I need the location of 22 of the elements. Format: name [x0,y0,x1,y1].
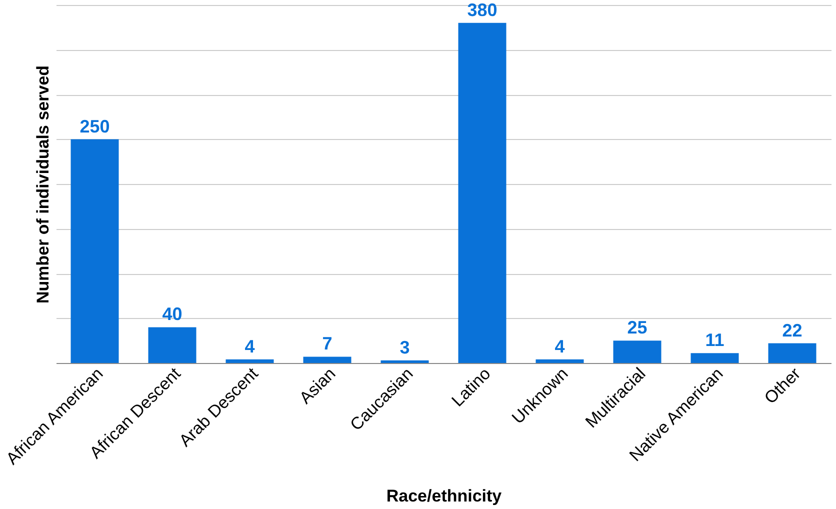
data-label: 40 [162,304,182,324]
x-axis-title: Race/ethnicity [386,486,502,506]
bar [226,359,274,363]
bar [303,356,352,363]
data-label: 4 [244,336,255,356]
bar [690,353,739,363]
bar [148,327,196,363]
data-label: 25 [627,318,648,338]
data-label: 4 [554,336,565,356]
bar [536,359,584,363]
bar [458,22,506,363]
bar [70,139,119,363]
bar [768,343,816,363]
data-label: 7 [322,334,332,354]
bar [380,360,429,363]
data-label: 11 [705,330,724,350]
data-label: 22 [782,320,802,340]
data-label: 3 [400,337,410,358]
y-axis-title: Number of individuals served [34,65,52,304]
data-label: 250 [80,116,110,136]
data-label: 380 [467,0,498,20]
bar [613,340,662,363]
